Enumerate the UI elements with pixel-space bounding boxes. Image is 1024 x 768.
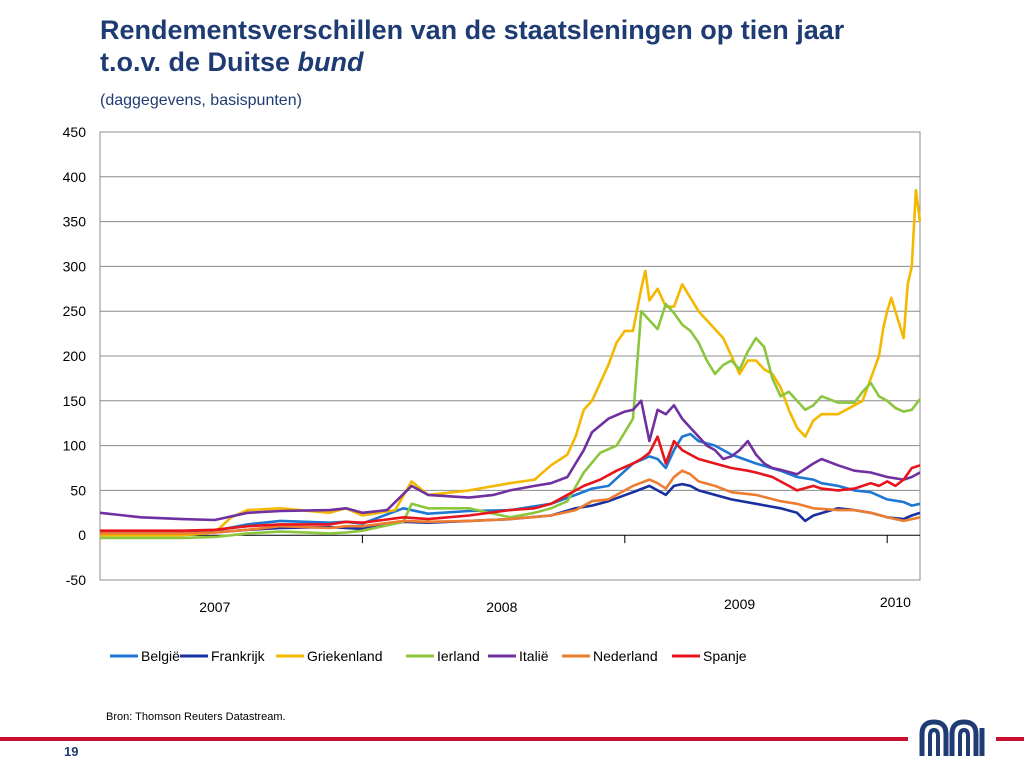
y-tick-label: 400 bbox=[63, 169, 87, 185]
plot-area bbox=[99, 131, 921, 581]
y-tick-label: -50 bbox=[66, 572, 86, 588]
y-tick-label: 100 bbox=[63, 438, 87, 454]
page-number: 19 bbox=[64, 744, 79, 759]
title-line2-emphasis: bund bbox=[297, 47, 364, 77]
slide-subtitle: (daggegevens, basispunten) bbox=[100, 92, 302, 109]
nbb-logo-icon bbox=[919, 719, 985, 756]
title-line1: Rendementsverschillen van de staatslenin… bbox=[100, 15, 845, 45]
series-line bbox=[99, 399, 921, 522]
x-year-label: 2010 bbox=[880, 594, 911, 610]
legend-label: Griekenland bbox=[307, 648, 383, 664]
slide-title: Rendementsverschillen van de staatslenin… bbox=[100, 14, 1000, 78]
y-tick-label: 250 bbox=[63, 303, 87, 319]
series-line bbox=[100, 435, 921, 532]
series-line bbox=[100, 469, 921, 535]
x-year-label: 2007 bbox=[199, 599, 230, 615]
footer-bar bbox=[0, 737, 908, 741]
source-note: Bron: Thomson Reuters Datastream. bbox=[106, 711, 286, 723]
y-tick-label: 350 bbox=[63, 214, 87, 230]
y-tick-label: 450 bbox=[63, 124, 87, 140]
y-tick-label: 150 bbox=[63, 393, 87, 409]
x-year-label: 2008 bbox=[486, 599, 517, 615]
legend-label: Spanje bbox=[703, 648, 747, 664]
y-tick-label: 200 bbox=[63, 348, 87, 364]
legend-label: Nederland bbox=[593, 648, 658, 664]
legend-label: Frankrijk bbox=[211, 648, 266, 664]
legend-label: Italië bbox=[519, 648, 549, 664]
y-tick-label: 300 bbox=[63, 258, 87, 274]
series-line bbox=[100, 302, 922, 540]
y-tick-label: 50 bbox=[70, 482, 86, 498]
title-line2-prefix: t.o.v. de Duitse bbox=[100, 47, 298, 77]
series-line bbox=[100, 188, 922, 537]
x-year-label: 2009 bbox=[724, 596, 755, 612]
legend-label: Ierland bbox=[437, 648, 480, 664]
line-chart: -50 0 50 100 150 200 250 300 350 400 450 2007 2008 20… bbox=[63, 124, 922, 664]
y-tick-label: 0 bbox=[78, 527, 86, 543]
footer-bar-right bbox=[996, 737, 1024, 741]
legend-label: België bbox=[141, 648, 180, 664]
